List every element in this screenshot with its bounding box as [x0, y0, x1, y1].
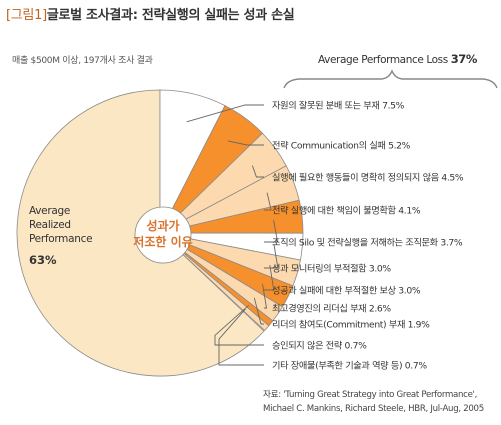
source-line-1: 자료: 'Turning Great Strategy into Great P…: [263, 390, 478, 400]
loss-label: Average Performance Loss 37%: [318, 52, 478, 66]
slice-label-7: 성공과 실패에 대한 부적절한 보상 3.0%: [272, 285, 421, 297]
slice-label-2: 전략 Communication의 실패 5.2%: [272, 140, 411, 152]
slice-label-4: 전략 실행에 대한 책임이 불명확함 4.1%: [272, 205, 421, 217]
source-note: 자료: 'Turning Great Strategy into Great P…: [263, 388, 484, 416]
realized-label-line-1: Average: [29, 205, 70, 217]
chart-title: [그림1]글로벌 조사결과: 전략실행의 실패는 성과 손실: [6, 4, 295, 23]
slice-label-8: 최고경영진의 리더십 부재 2.6%: [272, 303, 391, 315]
leader-line-9: [253, 297, 264, 325]
slice-label-11: 기타 장애물(부족한 기술과 역량 등) 0.7%: [272, 360, 427, 372]
leader-line-11: [218, 308, 264, 366]
loss-bracket: [283, 69, 498, 89]
center-label-line-1: 성과가: [146, 218, 179, 233]
leader-line-5: [264, 219, 279, 243]
leader-line-1: [186, 104, 264, 123]
center-label-line-2: 저조한 이유: [133, 234, 192, 249]
leader-line-10: [214, 304, 264, 346]
leader-line-2: [227, 140, 264, 146]
realized-label-line-3: Performance: [29, 233, 92, 245]
slice-label-9: 리더의 참여도(Commitment) 부재 1.9%: [272, 319, 430, 331]
slice-label-3: 실행에 필요한 행동들이 명확히 정의되지 않음 4.5%: [272, 172, 464, 184]
leader-line-4: [264, 192, 272, 211]
center-circle: [134, 206, 192, 264]
pie-slice-11: [159, 232, 270, 332]
slice-label-6: 성과 모니터링의 부적절함 3.0%: [272, 263, 391, 275]
survey-note: 매출 $500M 이상, 197개사 조사 결과: [12, 56, 153, 66]
slice-label-5: 조직의 Silo 및 전략실행을 저해하는 조직문화 3.7%: [272, 237, 463, 249]
leader-line-8: [262, 283, 268, 309]
loss-value: 37%: [451, 52, 478, 66]
realized-label-line-2: Realized: [29, 219, 71, 231]
leader-line-3: [251, 165, 264, 178]
realized-value: 63%: [29, 253, 57, 267]
title-text: 글로벌 조사결과: 전략실행의 실패는 성과 손실: [46, 8, 295, 23]
figure-label: [그림1]: [6, 8, 47, 23]
leader-line-7: [264, 265, 275, 291]
source-line-2: Michael C. Mankins, Richard Steele, HBR,…: [263, 404, 484, 414]
slice-label-1: 자원의 잘못된 분배 또는 부재 7.5%: [272, 100, 405, 112]
leader-line-6: [264, 243, 279, 269]
slice-label-10: 승인되지 않은 전략 0.7%: [272, 340, 367, 352]
